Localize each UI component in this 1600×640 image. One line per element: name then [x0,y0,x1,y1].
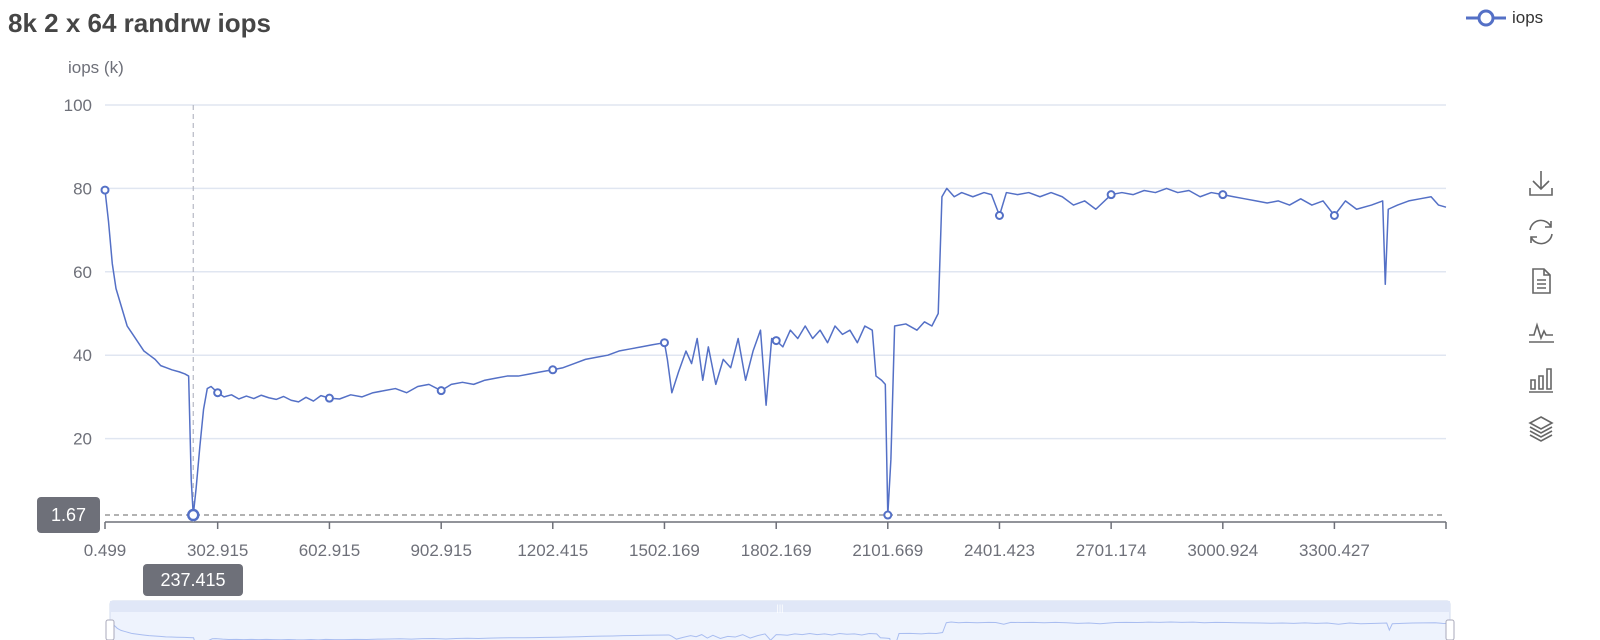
x-tick-label: 2101.669 [852,541,923,560]
stack-icon[interactable] [1526,413,1556,443]
y-axis-label: iops (k) [68,58,124,77]
x-tick-label: 0.499 [84,541,127,560]
y-tick-label: 80 [73,179,92,198]
highlighted-data-point [187,508,200,522]
y-tick-label: 100 [64,96,92,115]
data-point [548,365,558,375]
data-zoom-handle-left[interactable] [105,619,115,640]
x-tick-label: 1502.169 [629,541,700,560]
y-tick-label: 20 [73,430,92,449]
restore-icon[interactable] [1526,217,1556,247]
y-tick-label: 60 [73,263,92,282]
x-axis-pointer-label: 237.415 [143,564,243,596]
line-chart-icon[interactable] [1526,315,1556,345]
data-point [771,336,781,346]
legend-label: iops [1512,8,1544,27]
data-point [1329,211,1339,221]
x-tick-label: 302.915 [187,541,248,560]
data-point [994,211,1004,221]
chart-title: 8k 2 x 64 randrw iops [8,8,272,38]
toolbox [1526,168,1556,443]
data-zoom-grip-icon: ||| [776,603,783,613]
data-point [436,386,446,396]
data-point [213,388,223,398]
series-line-iops [104,187,1447,516]
legend-item-iops[interactable]: iops [1466,8,1543,28]
x-tick-label: 1802.169 [741,541,812,560]
y-tick-label: 40 [73,346,92,365]
data-point [883,510,893,520]
x-tick-label: 3000.924 [1187,541,1258,560]
download-icon[interactable] [1526,168,1556,198]
x-tick-label: 2701.174 [1076,541,1147,560]
data-zoom-handle-right[interactable] [1445,619,1455,640]
data-point [1218,190,1228,200]
y-axis-pointer-label: 1.67 [37,497,100,533]
x-tick-label: 602.915 [299,541,360,560]
x-tick-label: 3300.427 [1299,541,1370,560]
data-zoom-preview-line [109,621,1451,640]
legend-line-icon [1466,9,1506,27]
data-zoom-move-bar[interactable] [110,601,1450,612]
data-point [1106,190,1116,200]
data-point [100,185,110,195]
data-point [659,338,669,348]
data-view-icon[interactable] [1526,266,1556,296]
x-tick-label: 1202.415 [517,541,588,560]
x-tick-label: 2401.423 [964,541,1035,560]
bar-chart-icon[interactable] [1526,364,1556,394]
x-tick-label: 902.915 [410,541,471,560]
data-point [324,393,334,403]
